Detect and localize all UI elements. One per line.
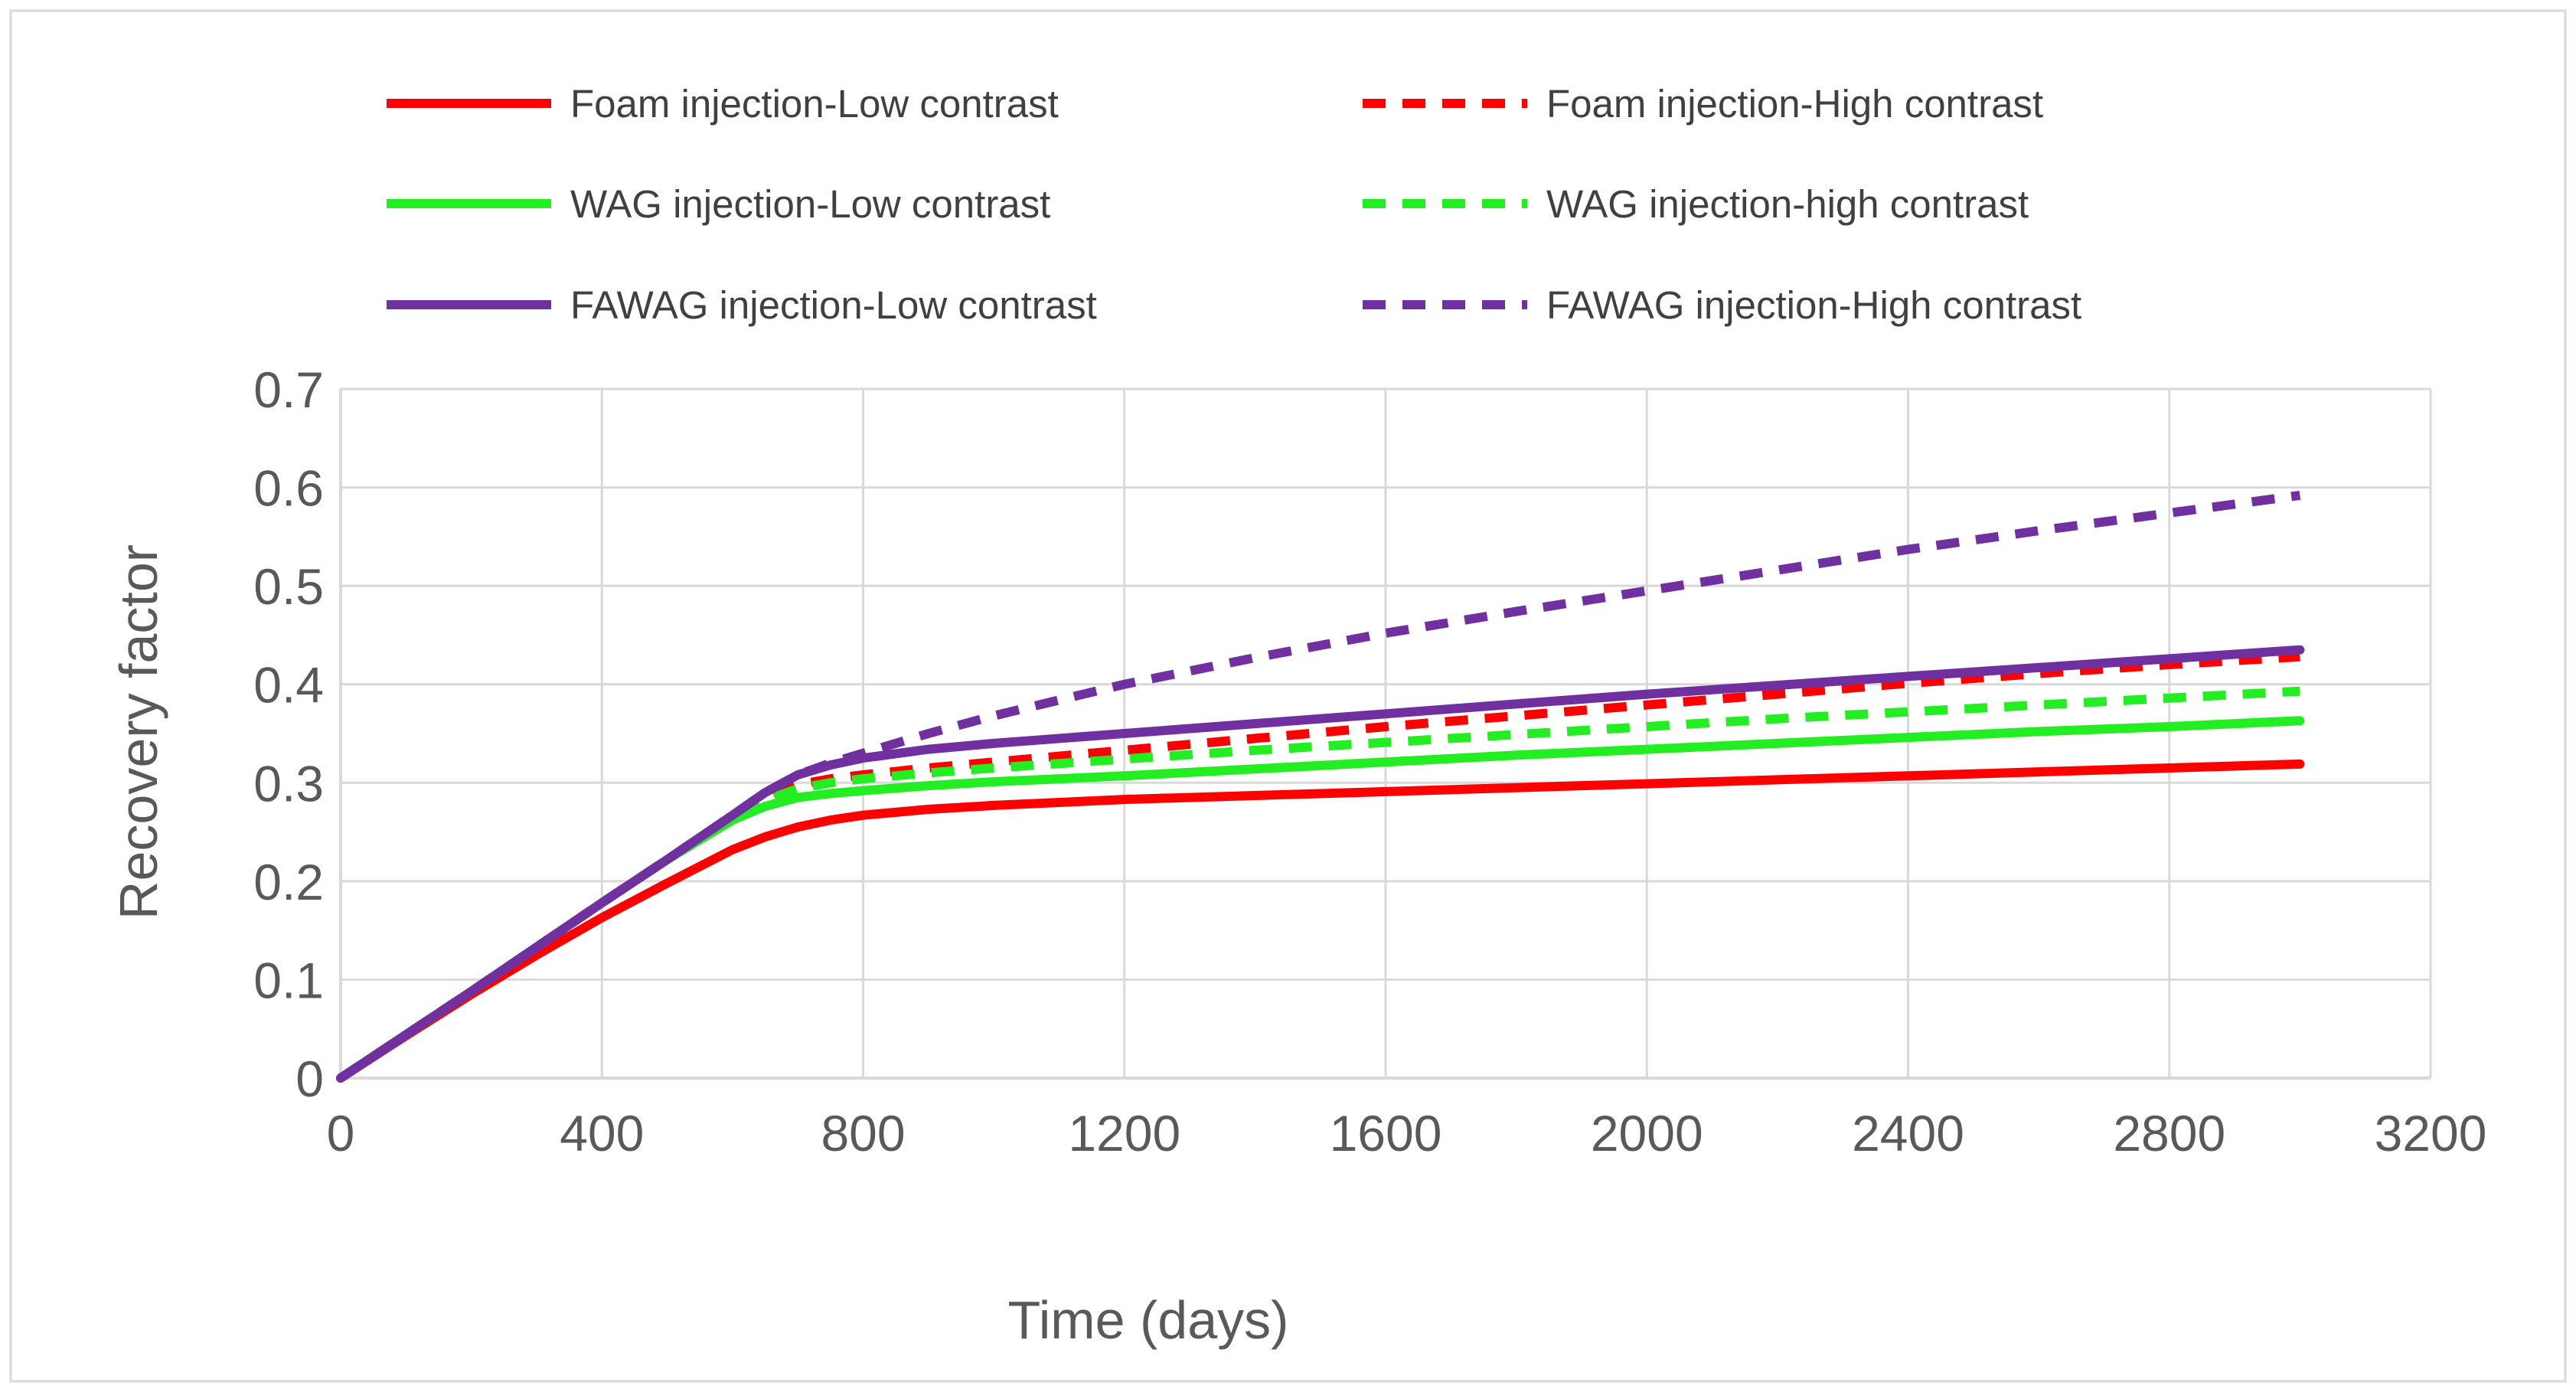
y-tick-label: 0 — [295, 1051, 324, 1107]
series-line-1 — [336, 759, 2305, 1083]
legend-label-6: FAWAG injection-High contrast — [1546, 283, 2081, 327]
y-tick-label: 0.3 — [253, 755, 324, 812]
plot-series — [336, 490, 2305, 1083]
x-axis-title: Time (days) — [1008, 1290, 1289, 1350]
y-tick-label: 0.5 — [253, 558, 324, 615]
y-axis-title: Recovery factor — [109, 544, 168, 920]
y-tick-label: 0.2 — [253, 854, 324, 910]
x-tick-label: 2400 — [1852, 1105, 1964, 1162]
y-tick-label: 0.7 — [253, 361, 324, 418]
x-tick-label: 2000 — [1591, 1105, 1703, 1162]
x-tick-label: 800 — [821, 1105, 905, 1162]
legend: Foam injection-Low contrast Foam injectio… — [387, 82, 2081, 327]
x-tick-label: 2800 — [2113, 1105, 2225, 1162]
legend-label-4: WAG injection-high contrast — [1546, 182, 2029, 226]
x-tick-label: 1200 — [1068, 1105, 1180, 1162]
legend-label-2: Foam injection-High contrast — [1546, 82, 2043, 126]
legend-label-3: WAG injection-Low contrast — [570, 182, 1050, 226]
x-tick-label: 0 — [327, 1105, 355, 1162]
series-line-6 — [338, 490, 2301, 1082]
axes: 0 0.1 0.2 0.3 0.4 0.5 0.6 0.7 0 400 800 1200 1600 200… — [253, 361, 2486, 1162]
y-tick-label: 0.1 — [253, 952, 324, 1008]
y-tick-label: 0.6 — [253, 460, 324, 517]
x-tick-label: 3200 — [2375, 1105, 2487, 1162]
y-tick-label: 0.4 — [253, 657, 324, 714]
x-tick-label: 400 — [560, 1105, 644, 1162]
legend-label-1: Foam injection-Low contrast — [570, 82, 1059, 126]
x-tick-label: 1600 — [1330, 1105, 1442, 1162]
legend-label-5: FAWAG injection-Low contrast — [570, 283, 1097, 327]
